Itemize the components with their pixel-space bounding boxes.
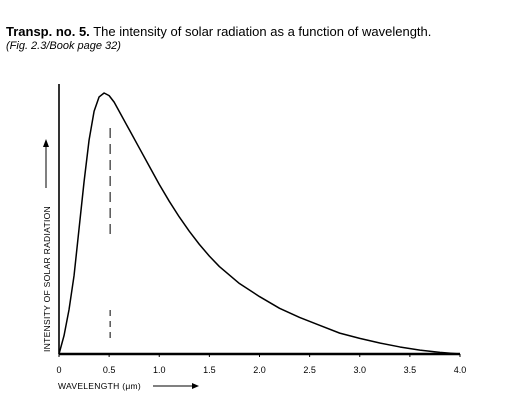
x-tick-label: 3.0: [353, 365, 366, 375]
x-tick-label: 0: [56, 365, 61, 375]
ticks: 0 0.5 1.0 1.5 2.0 2.5 3.0 3.5 4.0: [56, 354, 466, 375]
x-tick-label: 1.5: [203, 365, 216, 375]
x-tick-label: 2.5: [303, 365, 316, 375]
x-tick-label: 3.5: [404, 365, 417, 375]
y-axis-label: INTENSITY OF SOLAR RADIATION: [42, 206, 52, 352]
radiation-curve: [58, 92, 461, 355]
x-tick-label: 0.5: [103, 365, 116, 375]
chart-subtitle: (Fig. 2.3/Book page 32): [6, 40, 121, 52]
title-prefix: Transp. no. 5.: [6, 24, 90, 39]
chart-title: Transp. no. 5. The intensity of solar ra…: [6, 24, 431, 39]
x-tick-label: 4.0: [454, 365, 467, 375]
x-tick-label: 1.0: [153, 365, 166, 375]
marks: [58, 92, 461, 355]
x-axis-label: WAVELENGTH (μm): [58, 381, 141, 391]
title-text: The intensity of solar radiation as a fu…: [93, 24, 432, 39]
x-arrow-head: [192, 383, 199, 389]
x-tick-label: 2.0: [253, 365, 266, 375]
axes: [43, 84, 460, 389]
y-arrow-head: [43, 139, 49, 147]
